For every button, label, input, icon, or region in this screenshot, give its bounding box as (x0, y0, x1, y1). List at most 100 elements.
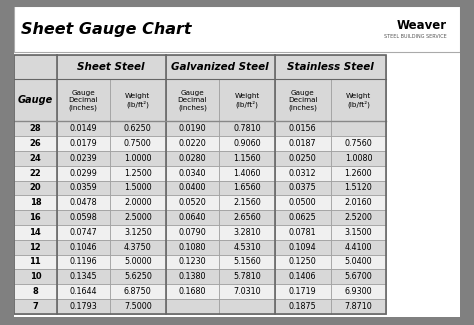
Bar (330, 225, 386, 240)
Text: 1.2500: 1.2500 (124, 169, 152, 178)
Text: 0.1196: 0.1196 (70, 257, 97, 266)
Bar (330, 181, 386, 195)
Text: 26: 26 (29, 139, 41, 148)
Bar (14, 299, 56, 314)
Bar (275, 254, 330, 269)
Text: 6.9300: 6.9300 (345, 287, 372, 296)
Text: Gauge
Decimal
(inches): Gauge Decimal (inches) (69, 90, 98, 110)
Bar (219, 299, 275, 314)
Bar (330, 240, 386, 254)
Bar (166, 136, 219, 151)
Bar (110, 195, 166, 210)
Text: 7.5000: 7.5000 (124, 302, 152, 311)
Bar (110, 269, 166, 284)
Bar (330, 284, 386, 299)
Text: 0.1080: 0.1080 (179, 243, 206, 252)
Text: 0.1250: 0.1250 (289, 257, 317, 266)
Text: 0.0625: 0.0625 (289, 213, 317, 222)
Bar (166, 166, 219, 181)
Text: 0.0156: 0.0156 (289, 124, 317, 133)
Bar (330, 195, 386, 210)
Bar (166, 151, 219, 166)
Text: 0.1380: 0.1380 (179, 272, 206, 281)
Bar (275, 166, 330, 181)
Text: 0.1680: 0.1680 (179, 287, 206, 296)
Text: 1.5120: 1.5120 (345, 183, 372, 192)
Bar (275, 195, 330, 210)
Text: STEEL BUILDING SERVICE: STEEL BUILDING SERVICE (383, 34, 447, 39)
Text: 7.0310: 7.0310 (233, 287, 261, 296)
Text: 1.6560: 1.6560 (233, 183, 261, 192)
Bar (219, 181, 275, 195)
Text: 0.1345: 0.1345 (70, 272, 97, 281)
Text: 0.1094: 0.1094 (289, 243, 317, 252)
Bar (275, 55, 386, 79)
Bar (14, 225, 56, 240)
Text: 0.6250: 0.6250 (124, 124, 152, 133)
Bar (166, 181, 219, 195)
Text: 0.0340: 0.0340 (179, 169, 206, 178)
Text: 1.4060: 1.4060 (233, 169, 261, 178)
Text: 5.0400: 5.0400 (345, 257, 372, 266)
Bar (219, 284, 275, 299)
Text: 2.1560: 2.1560 (233, 198, 261, 207)
Bar (56, 181, 110, 195)
Bar (166, 299, 219, 314)
Text: 22: 22 (29, 169, 41, 178)
Bar (330, 210, 386, 225)
Bar (56, 166, 110, 181)
Text: Sheet Gauge Chart: Sheet Gauge Chart (21, 21, 191, 36)
Text: 14: 14 (29, 228, 41, 237)
Bar (110, 254, 166, 269)
Text: 18: 18 (29, 198, 41, 207)
Bar (56, 254, 110, 269)
Bar (56, 269, 110, 284)
Bar (330, 79, 386, 121)
Text: Weight
(lb/ft²): Weight (lb/ft²) (346, 93, 371, 108)
Bar (219, 269, 275, 284)
Bar (14, 166, 56, 181)
Text: 0.0598: 0.0598 (69, 213, 97, 222)
Text: 0.0359: 0.0359 (69, 183, 97, 192)
Bar (14, 181, 56, 195)
Text: 28: 28 (29, 124, 41, 133)
Text: Sheet Steel: Sheet Steel (77, 62, 145, 72)
Bar (219, 166, 275, 181)
Text: 2.5000: 2.5000 (124, 213, 152, 222)
Bar (275, 240, 330, 254)
Bar (219, 195, 275, 210)
Bar (275, 181, 330, 195)
Text: 0.0500: 0.0500 (289, 198, 317, 207)
Bar (110, 121, 166, 136)
Bar (166, 225, 219, 240)
Text: 0.1230: 0.1230 (179, 257, 206, 266)
Text: 0.0312: 0.0312 (289, 169, 317, 178)
Text: 0.0520: 0.0520 (179, 198, 206, 207)
Text: Gauge
Decimal
(inches): Gauge Decimal (inches) (288, 90, 318, 110)
Text: 16: 16 (29, 213, 41, 222)
Text: 7: 7 (33, 302, 38, 311)
Bar (14, 136, 56, 151)
Text: 0.0179: 0.0179 (69, 139, 97, 148)
Bar (56, 284, 110, 299)
Text: 1.2600: 1.2600 (345, 169, 372, 178)
Bar (275, 151, 330, 166)
Bar (14, 55, 386, 314)
Text: 12: 12 (29, 243, 41, 252)
Bar (275, 121, 330, 136)
Bar (14, 210, 56, 225)
Bar (219, 136, 275, 151)
Text: 5.1560: 5.1560 (233, 257, 261, 266)
Text: 0.1793: 0.1793 (69, 302, 97, 311)
Text: 7.8710: 7.8710 (345, 302, 372, 311)
Text: 0.0375: 0.0375 (289, 183, 317, 192)
Text: 6.8750: 6.8750 (124, 287, 152, 296)
Text: 0.0187: 0.0187 (289, 139, 317, 148)
Bar (14, 79, 56, 121)
Bar (110, 210, 166, 225)
Bar (166, 210, 219, 225)
Bar (330, 151, 386, 166)
Text: 0.0239: 0.0239 (69, 154, 97, 163)
Text: 5.7810: 5.7810 (233, 272, 261, 281)
Bar (14, 55, 56, 79)
